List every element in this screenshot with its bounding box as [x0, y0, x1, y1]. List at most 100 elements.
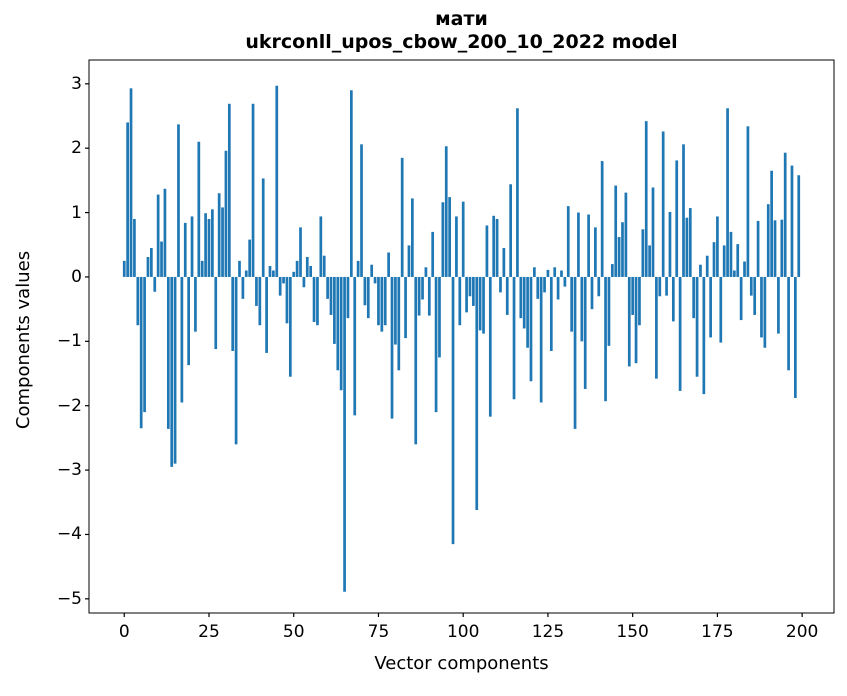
bar	[299, 227, 302, 277]
bar	[688, 208, 692, 277]
bar	[482, 276, 485, 334]
bar	[156, 194, 160, 277]
bar	[272, 270, 275, 277]
bar	[621, 222, 624, 277]
x-tick-label: 100	[446, 622, 480, 642]
bar	[248, 239, 252, 277]
bar	[665, 276, 668, 296]
bar	[651, 187, 655, 277]
bar	[777, 276, 780, 334]
bar	[129, 88, 133, 277]
bar	[187, 276, 190, 366]
bar	[224, 150, 228, 277]
bar	[414, 276, 418, 445]
x-tick-label: 150	[616, 622, 649, 642]
bar	[760, 276, 763, 338]
bar	[495, 219, 499, 277]
bar	[729, 231, 733, 277]
bar	[566, 206, 570, 277]
y-tick-label: 3	[71, 73, 82, 94]
bar	[573, 276, 577, 429]
bar	[258, 276, 262, 326]
bar	[485, 225, 489, 277]
bar	[143, 276, 146, 413]
bar	[536, 276, 540, 299]
bar	[231, 276, 235, 351]
bar	[251, 103, 255, 277]
y-tick-label: −3	[56, 460, 82, 481]
bar	[238, 260, 241, 277]
x-tick-label: 0	[118, 622, 130, 642]
bar	[244, 270, 248, 277]
bar	[627, 276, 631, 367]
bar	[533, 267, 536, 277]
bar	[614, 185, 618, 277]
bar	[746, 126, 750, 277]
bar	[712, 242, 716, 277]
bar	[749, 276, 753, 296]
bar	[617, 237, 621, 277]
bar	[150, 247, 153, 277]
bar	[329, 276, 333, 315]
bar	[787, 276, 790, 371]
bar	[353, 276, 357, 416]
bar	[631, 276, 635, 315]
bar	[736, 244, 740, 277]
bar	[234, 276, 238, 445]
bar	[577, 212, 580, 277]
bar	[739, 276, 743, 321]
bar	[441, 202, 445, 277]
bar	[638, 276, 641, 326]
bar	[319, 216, 323, 277]
bar	[509, 184, 512, 277]
bar	[682, 144, 685, 277]
bar	[658, 276, 662, 297]
bar	[431, 231, 435, 277]
bar	[339, 276, 343, 391]
bar	[170, 276, 174, 467]
bar	[797, 175, 801, 277]
bar	[556, 276, 560, 300]
bar	[221, 207, 224, 277]
y-tick-label: −2	[56, 395, 82, 416]
bar	[177, 124, 180, 277]
bar	[163, 188, 167, 277]
bar	[634, 276, 638, 364]
bar	[709, 276, 712, 338]
bar	[261, 178, 265, 277]
bar	[336, 276, 340, 371]
bar	[644, 121, 648, 277]
bar	[465, 276, 468, 313]
bar	[692, 276, 696, 319]
bar	[153, 276, 157, 292]
bar	[295, 260, 299, 277]
x-tick-label: 175	[701, 622, 734, 642]
bar	[539, 276, 543, 403]
bar	[753, 276, 757, 315]
bar	[204, 213, 207, 277]
bar	[726, 108, 729, 277]
bar	[312, 276, 316, 323]
bar	[373, 276, 377, 284]
y-tick-label: 0	[71, 266, 82, 287]
bar	[780, 219, 784, 277]
bar	[648, 245, 651, 277]
bar	[200, 260, 204, 277]
bar	[455, 216, 458, 277]
bar	[241, 276, 245, 299]
bar	[499, 276, 502, 293]
bar	[366, 276, 370, 319]
bar	[136, 276, 140, 326]
bar	[702, 276, 706, 395]
bar	[275, 85, 279, 277]
bar	[122, 260, 126, 277]
bar	[377, 276, 380, 326]
bar	[773, 220, 777, 277]
bar	[133, 219, 136, 277]
bar	[678, 276, 682, 391]
bar	[207, 219, 211, 277]
bar	[282, 276, 285, 284]
bar	[763, 276, 767, 348]
bar	[641, 229, 645, 277]
bar	[349, 90, 353, 277]
